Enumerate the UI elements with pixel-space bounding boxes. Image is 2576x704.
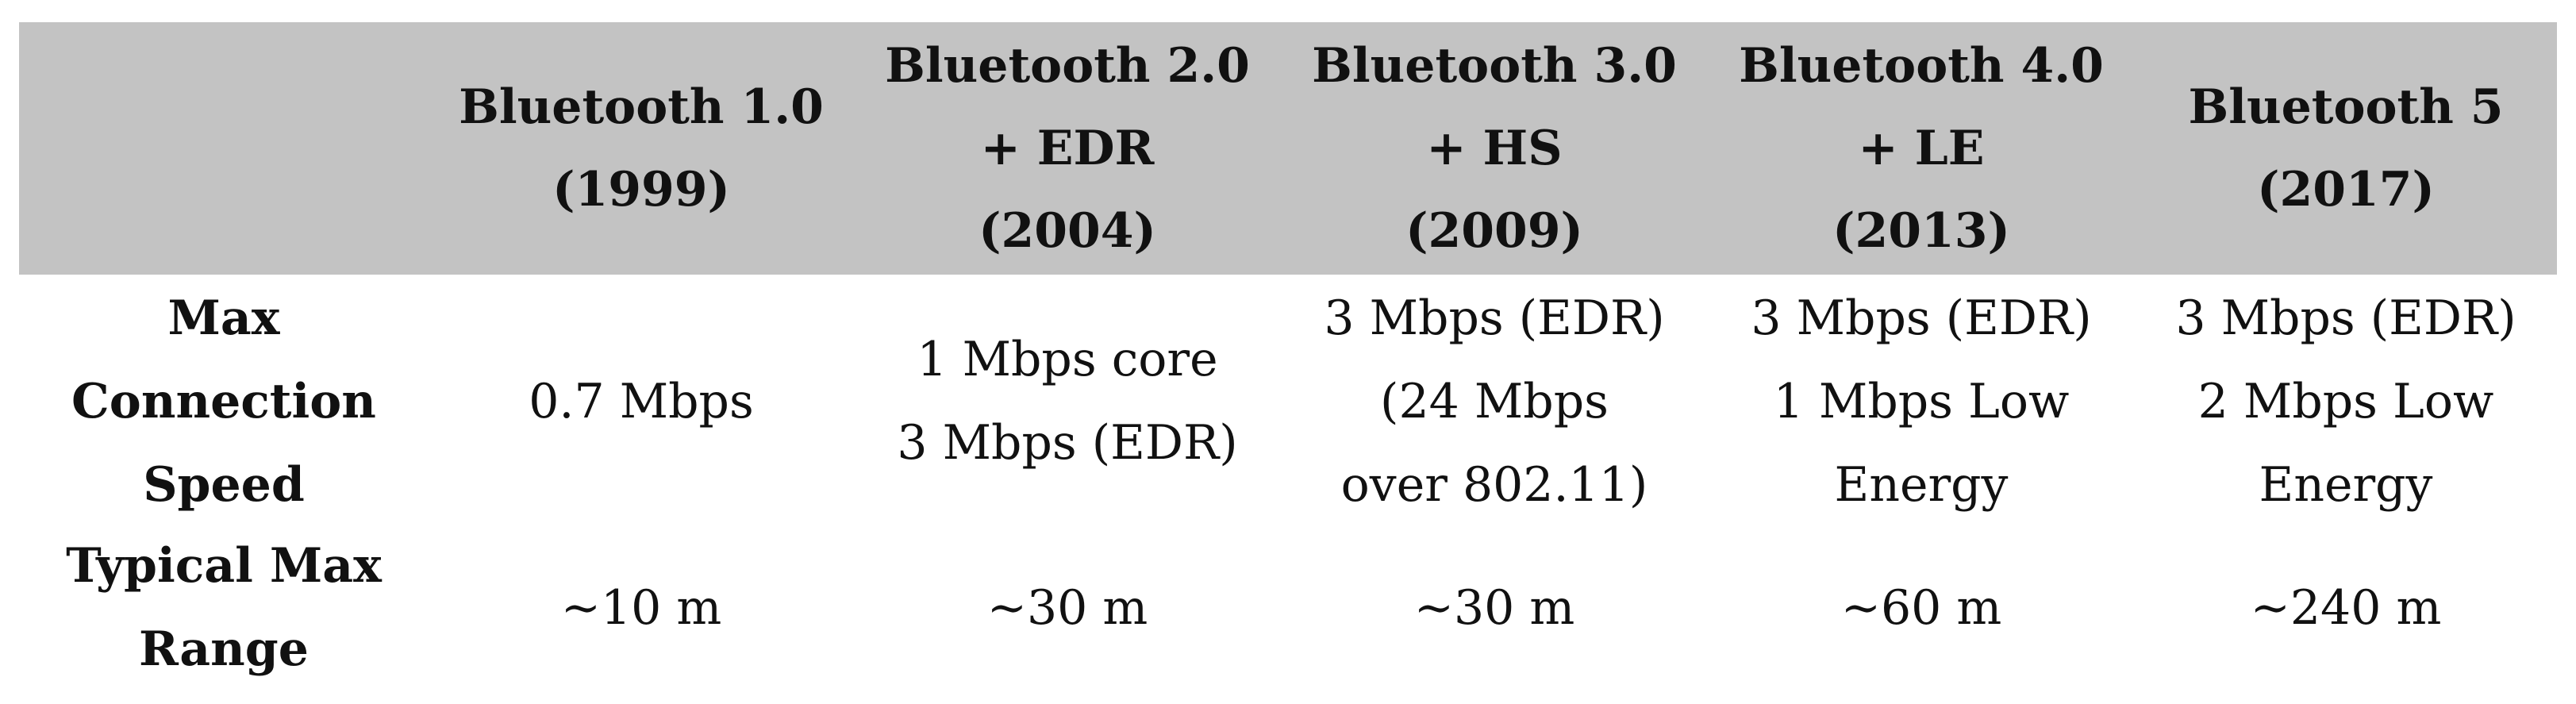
speed-cell-bluetooth-1-0: 0.7 Mbps — [529, 373, 754, 429]
speed-cell-bluetooth-2-0: 1 Mbps core 3 Mbps (EDR) — [897, 332, 1238, 471]
table-header-row: Bluetooth 1.0 (1999) Bluetooth 2.0 + EDR… — [19, 22, 2557, 275]
header-bluetooth-3-0-hs: Bluetooth 3.0 + HS (2009) — [1312, 38, 1677, 259]
header-bluetooth-5: Bluetooth 5 (2017) — [2188, 79, 2504, 217]
table-row-max-connection-speed: Max Connection Speed 0.7 Mbps 1 Mbps cor… — [19, 275, 2557, 529]
row-label-typical-max-range: Typical Max Range — [66, 538, 382, 677]
header-empty-cell — [19, 22, 429, 275]
speed-cell-bluetooth-5: 3 Mbps (EDR) 2 Mbps Low Energy — [2175, 290, 2516, 513]
range-cell-bluetooth-3-0: ∼30 m — [1413, 579, 1575, 636]
speed-cell-bluetooth-4-0: 3 Mbps (EDR) 1 Mbps Low Energy — [1751, 290, 2092, 513]
bluetooth-versions-table: Bluetooth 1.0 (1999) Bluetooth 2.0 + EDR… — [19, 22, 2557, 687]
speed-cell-bluetooth-3-0: 3 Mbps (EDR) (24 Mbps over 802.11) — [1324, 290, 1665, 513]
range-cell-bluetooth-4-0: ∼60 m — [1840, 579, 2002, 636]
table-row-typical-max-range: Typical Max Range ∼10 m ∼30 m ∼30 m ∼60 … — [19, 529, 2557, 687]
range-cell-bluetooth-5: ∼240 m — [2250, 579, 2442, 636]
range-cell-bluetooth-1-0: ∼10 m — [560, 579, 722, 636]
header-bluetooth-1-0: Bluetooth 1.0 (1999) — [459, 79, 824, 217]
row-label-max-connection-speed: Max Connection Speed — [71, 290, 376, 513]
header-bluetooth-4-0-le: Bluetooth 4.0 + LE (2013) — [1739, 38, 2104, 259]
range-cell-bluetooth-2-0: ∼30 m — [986, 579, 1148, 636]
header-bluetooth-2-0-edr: Bluetooth 2.0 + EDR (2004) — [885, 38, 1250, 259]
